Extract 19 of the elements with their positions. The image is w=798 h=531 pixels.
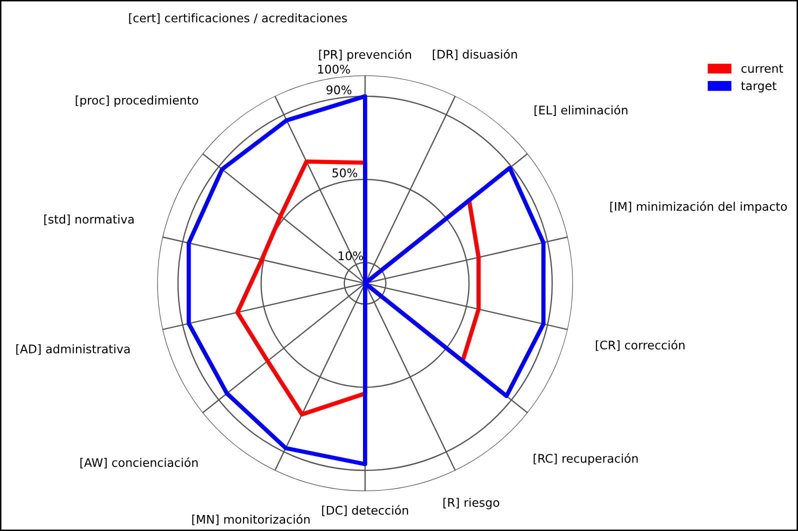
spoke-label: [DR] disuasión	[432, 49, 517, 60]
spoke-label: [R] riesgo	[443, 498, 500, 510]
spoke-label: [AD] administrativa	[16, 344, 130, 355]
legend-label: current	[741, 64, 784, 73]
y-tick-label: 90%	[326, 85, 352, 94]
spoke-label: [cert] certificaciones / acreditaciones	[129, 13, 347, 24]
y-tick-label: 100%	[318, 64, 350, 74]
spoke-label: [EL] eliminación	[534, 104, 628, 116]
spoke-label: [MN] monitorización	[192, 514, 310, 526]
y-tick-label: 50%	[332, 168, 358, 178]
spoke-label: [CR] corrección	[596, 340, 684, 351]
spoke-label: [proc] procedimiento	[76, 96, 198, 107]
spoke-label: [RC] recuperación	[534, 453, 638, 466]
spoke-label: [AW] concienciación	[80, 457, 198, 468]
legend-label: target	[741, 82, 776, 92]
spoke-label: [IM] minimización del impacto	[610, 201, 787, 214]
spoke-label: [std] normativa	[44, 214, 134, 226]
spoke-label: [DC] detección	[322, 505, 408, 516]
spoke-label: [PR] prevención	[319, 49, 411, 62]
